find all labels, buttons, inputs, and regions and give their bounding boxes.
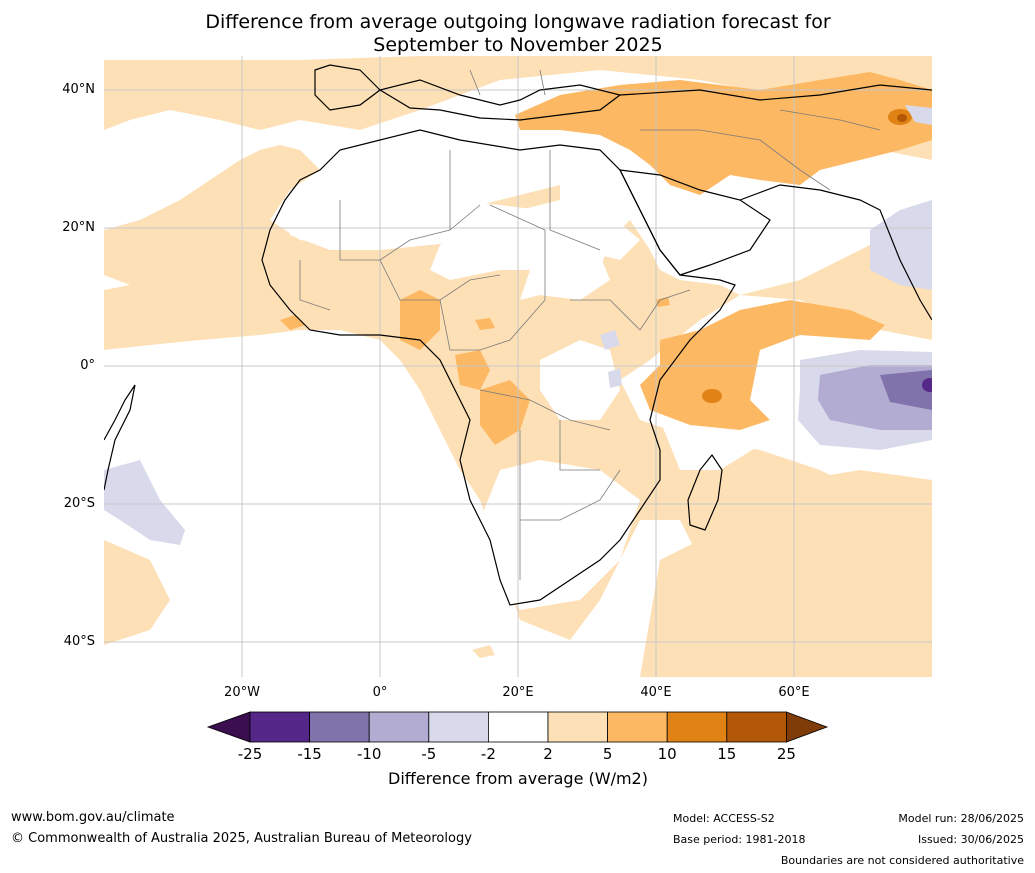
- colorbar-tick-label: -10: [356, 745, 382, 763]
- lat-label-0: 0°: [80, 358, 95, 373]
- colorbar-segment: [368, 711, 430, 743]
- colorbar-tick-label: -25: [237, 745, 263, 763]
- lon-label-20e: 20°E: [502, 685, 534, 700]
- country-borders: [299, 69, 881, 580]
- map-title-line-1: Difference from average outgoing longwav…: [205, 11, 831, 33]
- footer-model: Model: ACCESS-S2: [673, 812, 775, 825]
- colorbar-tick-label: 10: [657, 745, 677, 763]
- colorbar-tick-label: 2: [543, 745, 553, 763]
- anomaly-15-to-25-regions: [897, 114, 907, 122]
- anomaly-near-zero-regions: [104, 190, 760, 610]
- colorbar-label: Difference from average (W/m2): [388, 769, 648, 788]
- footer-website: www.bom.gov.au/climate: [11, 810, 175, 825]
- colorbar-tick-label: 15: [717, 745, 737, 763]
- colorbar-segment: [309, 711, 370, 743]
- footer-model-run: Model run: 28/06/2025: [898, 812, 1024, 825]
- map-title-line-2: September to November 2025: [373, 34, 663, 56]
- footer-issued: Issued: 30/06/2025: [917, 833, 1024, 846]
- lon-label-20w: 20°W: [224, 685, 260, 700]
- colorbar-extend-high: [786, 711, 829, 743]
- lat-label-20n: 20°N: [62, 220, 95, 235]
- lon-label-0: 0°: [372, 685, 388, 700]
- colorbar-tick-label: 25: [776, 745, 796, 763]
- colorbar-segment: [726, 711, 787, 743]
- colorbar-tick-label: -15: [297, 745, 322, 763]
- coastlines: [104, 64, 932, 606]
- map-gridlines: [104, 56, 932, 677]
- lat-label-40n: 40°N: [62, 82, 95, 97]
- lon-label-60e: 60°E: [778, 685, 810, 700]
- footer-copyright: © Commonwealth of Australia 2025, Austra…: [11, 831, 472, 846]
- lon-label-40e: 40°E: [640, 685, 672, 700]
- lat-label-40s: 40°S: [63, 634, 95, 649]
- colorbar-tick-label: 5: [602, 745, 613, 763]
- colorbar-segment: [547, 711, 608, 743]
- colorbar-segment: [249, 711, 310, 743]
- colorbar-segment: [428, 711, 489, 743]
- lat-label-20s: 20°S: [63, 496, 95, 511]
- footer-disclaimer: Boundaries are not considered authoritat…: [780, 854, 1024, 867]
- colorbar-segment: [487, 711, 549, 743]
- colorbar-segment: [607, 711, 668, 743]
- colorbar-tick-label: -5: [421, 745, 437, 763]
- footer-base-period: Base period: 1981-2018: [673, 833, 806, 846]
- colorbar-tick-label: -2: [480, 745, 496, 763]
- colorbar-segment: [666, 711, 728, 743]
- colorbar-extend-low: [206, 711, 251, 743]
